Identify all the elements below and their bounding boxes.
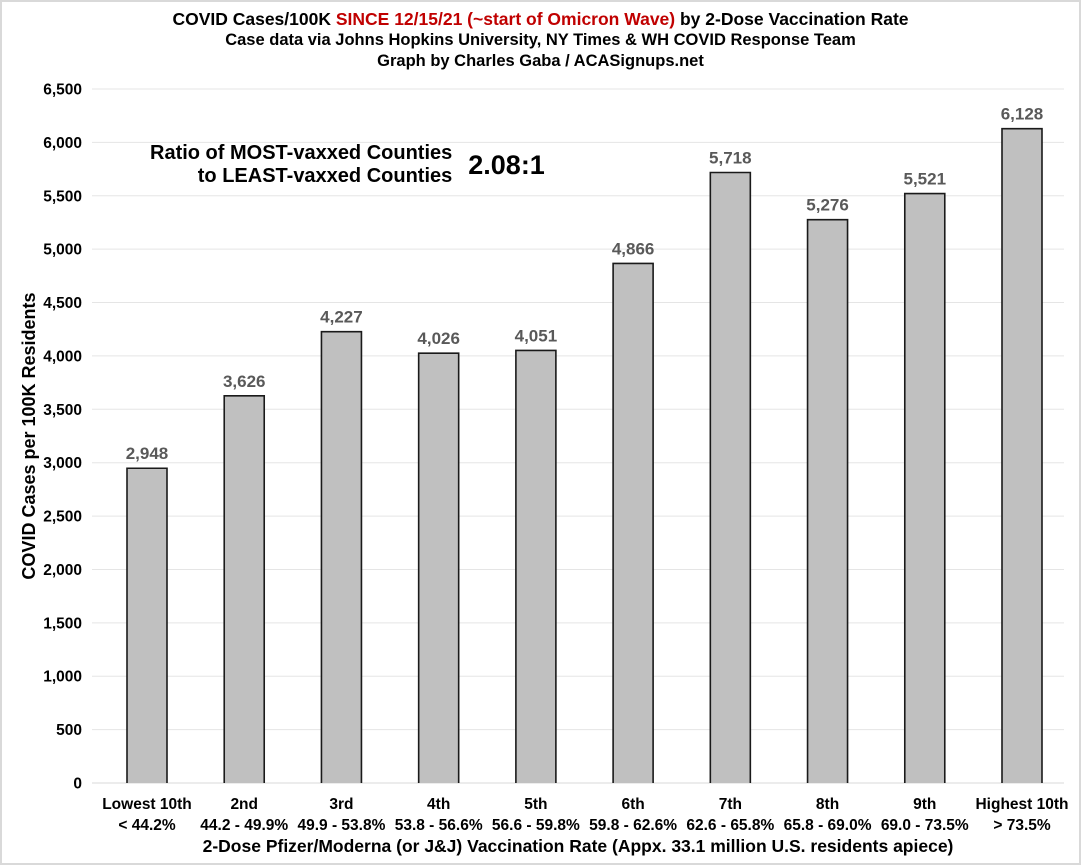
bar-outline	[417, 352, 460, 783]
bar-4	[418, 353, 459, 783]
chart-title-part2: by 2-Dose Vaccination Rate	[675, 9, 909, 29]
bar-value-label: 4,866	[612, 239, 655, 258]
x-tick-label: 2nd	[230, 796, 258, 813]
bar-outline	[709, 171, 752, 783]
bar-7	[710, 172, 751, 784]
y-tick-label: 6,500	[43, 82, 82, 99]
y-tick-label: 2,000	[43, 562, 82, 579]
bar-outline	[126, 467, 168, 783]
x-tick-label: 7th	[719, 796, 742, 813]
bar-value-label: 2,948	[126, 444, 169, 463]
ratio-value: 2.08:1	[468, 149, 545, 180]
x-tick-label: Lowest 10th	[102, 796, 192, 813]
x-tick-label: 8th	[816, 796, 839, 813]
bar-3	[321, 331, 362, 783]
x-tick-label: 3rd	[329, 796, 353, 813]
chart-title-highlight: SINCE 12/15/21 (~start of Omicron Wave)	[335, 9, 676, 29]
x-tick-range: 65.8 - 69.0%	[784, 817, 872, 834]
chart-credit: Graph by Charles Gaba / ACASignups.net	[377, 52, 704, 70]
bar-value-label: 4,227	[320, 308, 363, 327]
x-tick-label: 9th	[913, 796, 936, 813]
y-tick-label: 3,500	[43, 402, 82, 419]
ratio-annotation-text: Ratio of MOST-vaxxed Counties to LEAST-v…	[150, 142, 452, 188]
bar-outline	[612, 262, 654, 783]
y-tick-label: 5,500	[43, 188, 82, 205]
bar-outline	[903, 192, 946, 783]
bar-8	[807, 219, 848, 783]
bar-value-label: 3,626	[223, 372, 266, 391]
x-tick-label: 6th	[621, 796, 644, 813]
y-axis-title: COVID Cases per 100K Residents	[19, 292, 39, 579]
ratio-annotation: Ratio of MOST-vaxxed Counties to LEAST-v…	[150, 142, 545, 188]
bar-value-label: 5,718	[709, 148, 752, 167]
x-tick-label: 4th	[427, 796, 450, 813]
ratio-annotation-line2: to LEAST-vaxxed Counties	[197, 165, 453, 187]
bar-value-label: 4,051	[515, 326, 558, 345]
chart-header: COVID Cases/100K SINCE 12/15/21 (~start …	[2, 8, 1079, 72]
bar-outline	[223, 395, 266, 783]
y-tick-label: 4,000	[43, 348, 82, 365]
bar-value-label: 5,521	[904, 170, 947, 189]
x-tick-range: 44.2 - 49.9%	[200, 817, 288, 834]
bar-outline	[515, 349, 557, 783]
bar-value-label: 5,276	[806, 196, 849, 215]
bar-2	[224, 395, 265, 783]
y-tick-label: 2,500	[43, 509, 82, 526]
y-tick-label: 6,000	[43, 135, 82, 152]
bar-outline	[320, 330, 363, 783]
x-tick-range: 53.8 - 56.6%	[395, 817, 483, 834]
x-tick-range: 56.6 - 59.8%	[492, 817, 580, 834]
x-tick-range: 49.9 - 53.8%	[297, 817, 385, 834]
y-tick-label: 3,000	[43, 455, 82, 472]
y-tick-label: 0	[73, 776, 82, 793]
x-tick-range: 59.8 - 62.6%	[589, 817, 677, 834]
bar-1	[127, 468, 167, 783]
y-tick-label: 500	[56, 722, 82, 739]
y-tick-label: 1,000	[43, 669, 82, 686]
bar-outline	[806, 218, 849, 783]
y-tick-label: 1,500	[43, 615, 82, 632]
x-tick-range: > 73.5%	[993, 817, 1051, 834]
chart-title: COVID Cases/100K SINCE 12/15/21 (~start …	[2, 8, 1079, 30]
x-tick-label: Highest 10th	[975, 796, 1068, 813]
chart-title-part1: COVID Cases/100K	[172, 9, 336, 29]
bar-value-label: 6,128	[1001, 105, 1044, 124]
bar-outline	[1001, 127, 1043, 783]
y-tick-label: 4,500	[43, 295, 82, 312]
y-tick-label: 5,000	[43, 242, 82, 259]
x-tick-range: < 44.2%	[118, 817, 176, 834]
ratio-annotation-line1: Ratio of MOST-vaxxed Counties	[150, 142, 453, 164]
bar-5	[515, 350, 556, 783]
bar-value-label: 4,026	[417, 329, 460, 348]
x-tick-range: 69.0 - 73.5%	[881, 817, 969, 834]
x-tick-range: 62.6 - 65.8%	[686, 817, 774, 834]
bar-9	[904, 193, 945, 783]
bar-10	[1002, 128, 1042, 784]
x-axis-title: 2-Dose Pfizer/Moderna (or J&J) Vaccinati…	[203, 836, 954, 856]
x-tick-label: 5th	[524, 796, 547, 813]
bar-6	[613, 263, 654, 783]
chart-subtitle: Case data via Johns Hopkins University, …	[225, 31, 856, 49]
